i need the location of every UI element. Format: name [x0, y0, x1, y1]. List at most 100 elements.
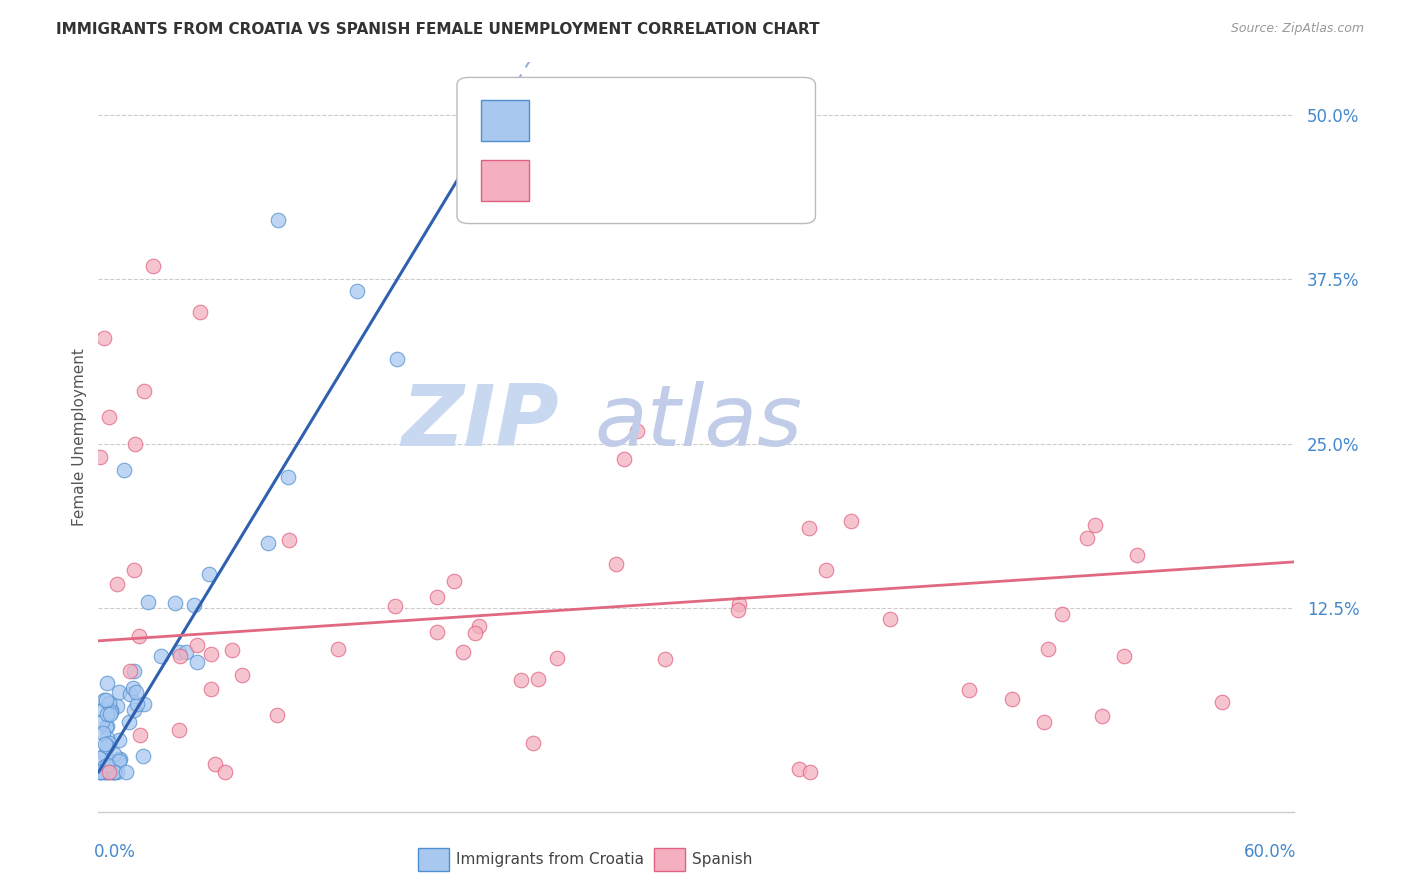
Point — [384, 599, 406, 614]
Point — [799, 765, 821, 780]
Point — [626, 424, 648, 438]
Point — [94, 747, 117, 761]
Point — [815, 563, 838, 577]
Point — [105, 765, 128, 780]
Point — [204, 756, 226, 771]
Point — [267, 213, 290, 227]
Point — [165, 596, 187, 610]
Point — [108, 685, 131, 699]
Bar — [481, 100, 529, 141]
FancyBboxPatch shape — [457, 78, 815, 224]
Y-axis label: Female Unemployment: Female Unemployment — [72, 348, 87, 526]
Point — [93, 692, 115, 706]
Point — [526, 108, 548, 122]
Point — [426, 625, 449, 640]
Point — [93, 765, 115, 780]
Point — [728, 597, 751, 611]
Point — [121, 681, 143, 695]
Point — [120, 687, 142, 701]
Point — [464, 626, 486, 640]
Text: R = 0.153: R = 0.153 — [544, 168, 634, 186]
Point — [188, 305, 211, 319]
Point — [605, 557, 627, 571]
Point — [169, 648, 191, 663]
Point — [107, 699, 129, 714]
Point — [103, 765, 125, 780]
Point — [841, 514, 863, 528]
Point — [107, 752, 129, 766]
Point — [443, 574, 465, 588]
Point — [221, 643, 243, 657]
Point — [89, 765, 111, 780]
Point — [727, 603, 749, 617]
Text: ZIP: ZIP — [401, 381, 558, 464]
Point — [1084, 517, 1107, 532]
Point — [114, 765, 136, 780]
Text: atlas: atlas — [595, 381, 803, 464]
Point — [612, 452, 634, 467]
Point — [96, 719, 118, 733]
Point — [198, 566, 221, 581]
Point — [132, 749, 155, 764]
Point — [1033, 715, 1056, 730]
Point — [142, 259, 165, 273]
Text: Source: ZipAtlas.com: Source: ZipAtlas.com — [1230, 22, 1364, 36]
Point — [1114, 649, 1136, 664]
Text: R = 0.723: R = 0.723 — [544, 107, 634, 126]
Point — [108, 752, 131, 766]
Point — [122, 703, 145, 717]
Point — [98, 707, 121, 722]
Point — [94, 693, 117, 707]
Point — [797, 521, 820, 535]
Point — [1076, 531, 1098, 545]
Point — [125, 697, 148, 711]
Point — [468, 619, 491, 633]
Point — [186, 655, 208, 669]
Point — [1126, 548, 1149, 562]
Point — [957, 683, 980, 698]
Point — [89, 765, 111, 780]
Point — [186, 638, 208, 652]
Point — [256, 535, 278, 549]
Point — [100, 765, 122, 780]
Point — [169, 723, 191, 738]
Point — [465, 169, 488, 183]
Point — [103, 747, 125, 761]
Point — [89, 750, 111, 764]
Point — [91, 703, 114, 717]
Point — [98, 736, 121, 750]
Point — [96, 739, 118, 753]
Text: N = 67: N = 67 — [672, 107, 735, 126]
Point — [1052, 607, 1074, 622]
Point — [879, 612, 901, 626]
Point — [200, 681, 222, 696]
Point — [122, 563, 145, 577]
Point — [506, 114, 529, 128]
Point — [90, 715, 112, 730]
Point — [787, 762, 810, 776]
Point — [103, 765, 125, 780]
Point — [1211, 695, 1233, 709]
Text: Immigrants from Croatia: Immigrants from Croatia — [456, 853, 644, 867]
Point — [231, 668, 253, 682]
Point — [200, 647, 222, 661]
Point — [129, 728, 152, 742]
Point — [132, 384, 155, 398]
Point — [527, 673, 550, 687]
Text: Spanish: Spanish — [692, 853, 752, 867]
Point — [1091, 708, 1114, 723]
Point — [122, 664, 145, 678]
Point — [96, 720, 118, 734]
Point — [1038, 642, 1060, 657]
Point — [385, 352, 409, 367]
Point — [174, 645, 197, 659]
Point — [93, 760, 115, 774]
Text: 0.0%: 0.0% — [94, 843, 136, 861]
Point — [97, 765, 120, 780]
Point — [426, 590, 449, 604]
Point — [117, 714, 139, 729]
Point — [96, 757, 118, 772]
Point — [90, 765, 112, 780]
Point — [546, 650, 568, 665]
Point — [96, 676, 118, 690]
